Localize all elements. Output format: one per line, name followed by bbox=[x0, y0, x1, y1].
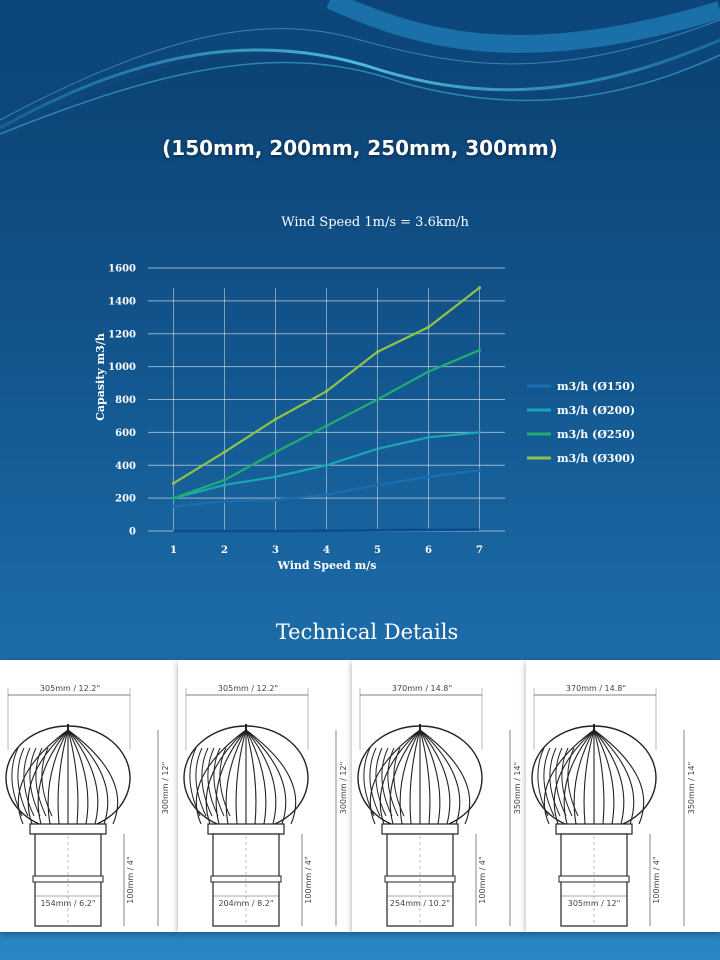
series-4-point bbox=[273, 417, 278, 421]
ventilator-panel-4: 370mm / 14.8" 305mm / 12" 350mm / 14" 100mm… bbox=[526, 660, 720, 932]
y-tick-label: 1000 bbox=[108, 362, 136, 373]
series-2-point bbox=[324, 463, 329, 467]
series-3-point bbox=[375, 397, 380, 402]
x-tick-label: 3 bbox=[272, 545, 279, 556]
legend-label: m3/h (Ø200) bbox=[557, 404, 635, 417]
top-width-label: 305mm / 12.2" bbox=[40, 684, 100, 693]
turbine-collar bbox=[207, 823, 285, 835]
series-1-point bbox=[477, 468, 482, 472]
turbine-collar bbox=[555, 823, 633, 835]
legend-label: m3/h (Ø150) bbox=[557, 380, 635, 393]
y-tick-label: 1200 bbox=[108, 329, 136, 340]
series-3-point bbox=[273, 450, 278, 454]
height-label: 350mm / 14" bbox=[687, 762, 696, 815]
neck-height-label: 100mm / 4" bbox=[652, 856, 661, 903]
top-width-label: 370mm / 14.8" bbox=[566, 684, 626, 693]
neck-height-label: 100mm / 4" bbox=[478, 856, 487, 903]
y-tick-label: 1600 bbox=[108, 264, 136, 275]
legend-label: m3/h (Ø250) bbox=[557, 428, 635, 441]
height-label: 300mm / 12" bbox=[161, 762, 170, 815]
x-tick-label: 6 bbox=[425, 545, 432, 556]
neck-height-label: 100mm / 4" bbox=[126, 856, 135, 903]
series-4-point bbox=[477, 286, 482, 290]
series-1-point bbox=[375, 483, 380, 487]
turbine-collar bbox=[381, 823, 459, 835]
series-2-point bbox=[273, 475, 278, 479]
series-1-point bbox=[222, 499, 227, 504]
baseline-line bbox=[173, 528, 480, 533]
x-tick-label: 5 bbox=[374, 545, 381, 556]
series-4-point bbox=[426, 325, 431, 329]
turbine-head bbox=[5, 724, 131, 831]
turbine-head bbox=[531, 724, 657, 831]
y-tick-label: 200 bbox=[115, 494, 136, 505]
y-axis-label: Capasity m3/h bbox=[94, 333, 107, 421]
series-2-point bbox=[375, 447, 380, 451]
ventilator-drawing: 370mm / 14.8" 305mm / 12" 350mm / 14" 100mm… bbox=[531, 684, 696, 927]
x-tick-label: 1 bbox=[170, 545, 177, 556]
turbine-head bbox=[183, 724, 309, 831]
series-4-point bbox=[222, 450, 227, 454]
chart-title: Wind Speed 1m/s = 3.6km/h bbox=[281, 215, 469, 230]
series-1-point bbox=[426, 475, 431, 479]
technical-panels: 305mm / 12.2" 154mm / 6.2" 300mm / 12" 100m… bbox=[0, 660, 720, 932]
legend-label: m3/h (Ø300) bbox=[557, 452, 635, 465]
series-3-point bbox=[477, 348, 482, 352]
technical-details-title: Technical Details bbox=[275, 620, 459, 644]
x-tick-label: 7 bbox=[476, 545, 483, 556]
height-label: 350mm / 14" bbox=[513, 762, 522, 815]
x-axis-label: Wind Speed m/s bbox=[277, 559, 377, 572]
series-3-point bbox=[324, 424, 329, 428]
height-label: 300mm / 12" bbox=[339, 762, 348, 815]
series-2-point bbox=[477, 430, 482, 434]
base-width-label: 204mm / 8.2" bbox=[218, 899, 273, 908]
base-width-label: 305mm / 12" bbox=[568, 899, 621, 908]
ventilator-drawing: 370mm / 14.8" 254mm / 10.2" 350mm / 14" 100… bbox=[357, 684, 522, 927]
chart-svg: Wind Speed 1m/s = 3.6km/h 0 200 400 600 800 10… bbox=[94, 215, 635, 572]
y-tick-label: 800 bbox=[115, 395, 136, 406]
ventilator-panel-3: 370mm / 14.8" 254mm / 10.2" 350mm / 14" 100… bbox=[352, 660, 526, 932]
series-3-point bbox=[171, 496, 176, 500]
y-tick-label: 1400 bbox=[108, 296, 136, 307]
neck-height-label: 100mm / 4" bbox=[304, 856, 313, 903]
y-tick-label: 600 bbox=[115, 428, 136, 439]
turbine-head bbox=[357, 724, 483, 831]
series-3-point bbox=[426, 369, 431, 374]
series-2-point bbox=[426, 435, 431, 439]
x-tick-label: 4 bbox=[323, 545, 330, 556]
base-width-label: 254mm / 10.2" bbox=[390, 899, 450, 908]
page-title: (150mm, 200mm, 250mm, 300mm) bbox=[162, 136, 558, 160]
series-1-point bbox=[324, 493, 329, 497]
ventilator-drawing: 305mm / 12.2" 154mm / 6.2" 300mm / 12" 100m… bbox=[5, 684, 170, 927]
series-4-point bbox=[324, 389, 329, 393]
decorative-waves bbox=[0, 0, 720, 140]
series-1-point bbox=[171, 504, 176, 508]
base-width-label: 154mm / 6.2" bbox=[40, 899, 95, 908]
series-2-point bbox=[222, 483, 227, 487]
x-tick-label: 2 bbox=[221, 545, 228, 556]
ventilator-panel-1: 305mm / 12.2" 154mm / 6.2" 300mm / 12" 100m… bbox=[0, 660, 178, 932]
ventilator-drawing: 305mm / 12.2" 204mm / 8.2" 300mm / 12" 100m… bbox=[183, 684, 348, 927]
capacity-chart: Wind Speed 1m/s = 3.6km/h 0 200 400 600 800 10… bbox=[0, 205, 720, 585]
y-tick-label: 0 bbox=[129, 527, 136, 538]
top-width-label: 305mm / 12.2" bbox=[218, 684, 278, 693]
series-4-point bbox=[171, 481, 176, 485]
y-tick-label: 400 bbox=[115, 461, 136, 472]
top-width-label: 370mm / 14.8" bbox=[392, 684, 452, 693]
turbine-collar bbox=[29, 823, 107, 835]
series-1-point bbox=[273, 498, 278, 502]
ventilator-panel-2: 305mm / 12.2" 204mm / 8.2" 300mm / 12" 100m… bbox=[178, 660, 352, 932]
series-3-point bbox=[222, 478, 227, 482]
series-4-point bbox=[375, 350, 380, 354]
